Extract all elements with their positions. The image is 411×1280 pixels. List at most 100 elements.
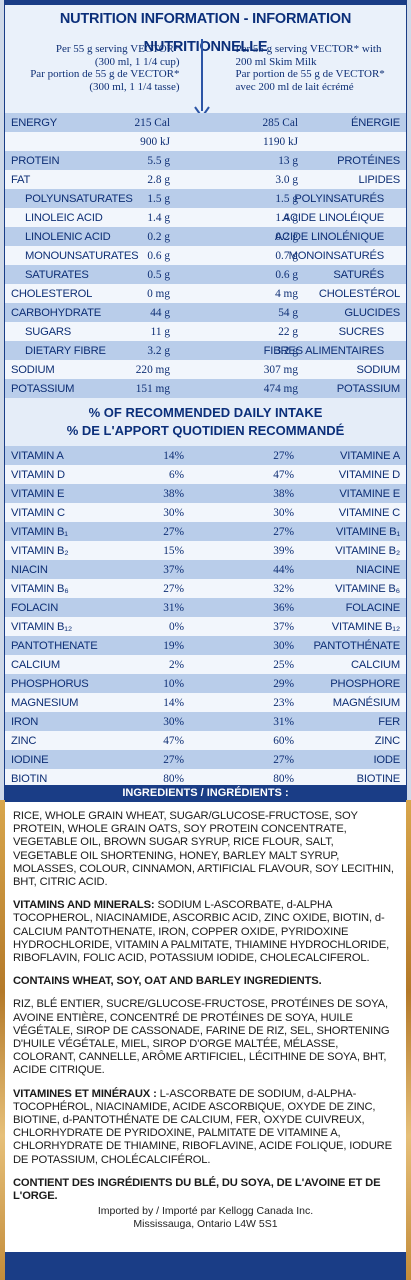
row-label-en: MAGNESIUM: [11, 696, 79, 709]
row-value-with-milk: 30%: [273, 506, 294, 519]
ingredients-heading: INGREDIENTS / INGRÉDIENTS :: [5, 785, 406, 802]
table-row: IODINE 27% 27% IODE: [5, 750, 406, 769]
row-value-cereal: 37%: [163, 563, 184, 576]
row-label-fr: ACIDE LINOLÉIQUE: [282, 211, 384, 224]
vitamins-en-label: VITAMINS AND MINERALS:: [13, 899, 155, 912]
row-label-en: DIETARY FIBRE: [25, 344, 106, 357]
row-label-en: VITAMIN D: [11, 468, 65, 481]
row-label-en: VITAMIN E: [11, 487, 65, 500]
package-edge-right: [407, 0, 411, 1280]
row-label-en: POTASSIUM: [11, 382, 75, 395]
row-label-fr: MAGNÉSIUM: [332, 696, 400, 709]
row-value-cereal: 80%: [163, 772, 184, 785]
row-value-cereal: 11 g: [150, 325, 170, 338]
table-row: LINOLENIC ACID 0.2 g 0.2 g ACIDE LINOLÉNIQU…: [5, 227, 406, 246]
row-value-with-milk: 47%: [273, 468, 294, 481]
row-value-with-milk: 474 mg: [263, 382, 298, 395]
row-value-with-milk: 1190 kJ: [262, 135, 298, 148]
table-row: VITAMIN B₁₂ 0% 37% VITAMINE B₁₂: [5, 617, 406, 636]
table-row: MONOUNSATURATES 0.6 g 0.7 g MONOINSATURÉS: [5, 246, 406, 265]
row-label-en: ENERGY: [11, 116, 58, 129]
serving-left: Per 55 g serving VECTOR* (300 ml, 1 1/4 …: [5, 33, 206, 113]
row-value-with-milk: 31%: [273, 715, 294, 728]
nutrient-table: ENERGY 215 Cal 285 Cal ÉNERGIE 900 kJ 1190 kJ…: [5, 113, 406, 398]
row-label-en: VITAMIN B₆: [11, 582, 69, 595]
row-label-en: PANTOTHENATE: [11, 639, 98, 652]
row-label-fr: VITAMINE C: [338, 506, 400, 519]
table-row: DIETARY FIBRE 3.2 g 3.2 g FIBRES ALIMENTAIR…: [5, 341, 406, 360]
row-label-fr: MONOINSATURÉS: [288, 249, 385, 262]
table-row: PROTEIN 5.5 g 13 g PROTÉINES: [5, 151, 406, 170]
package-edge-left: [0, 0, 4, 1280]
row-label-fr: SODIUM: [356, 363, 400, 376]
row-label-en: CHOLESTEROL: [11, 287, 93, 300]
row-value-with-milk: 80%: [273, 772, 294, 785]
row-label-fr: GLUCIDES: [344, 306, 400, 319]
row-value-with-milk: 44%: [273, 563, 294, 576]
row-label-en: ZINC: [11, 734, 37, 747]
contains-fr-text: CONTIENT DES INGRÉDIENTS DU BLÉ, DU SOYA…: [13, 1176, 381, 1203]
row-label-fr: PHOSPHORE: [330, 677, 400, 690]
ingredients-box: RICE, WHOLE GRAIN WHEAT, SUGAR/GLUCOSE-F…: [5, 802, 406, 1252]
table-row: LINOLEIC ACID 1.4 g 1.4 g ACIDE LINOLÉIQUE: [5, 208, 406, 227]
row-value-with-milk: 36%: [273, 601, 294, 614]
row-label-fr: FER: [378, 715, 400, 728]
row-label-fr: ÉNERGIE: [351, 116, 400, 129]
table-row: CALCIUM 2% 25% CALCIUM: [5, 655, 406, 674]
row-value-cereal: 27%: [163, 753, 184, 766]
row-value-with-milk: 1.4 g: [275, 211, 298, 224]
row-value-with-milk: 25%: [273, 658, 294, 671]
row-value-cereal: 2%: [168, 658, 184, 671]
row-label-fr: VITAMINE B₁: [335, 525, 400, 538]
importer-address: Mississauga, Ontario L4W 5S1: [133, 1218, 278, 1230]
row-value-with-milk: 54 g: [278, 306, 298, 319]
row-label-en: CALCIUM: [11, 658, 60, 671]
serving-left-line: (300 ml, 1 1/4 cup): [94, 55, 180, 68]
row-label-en: PROTEIN: [11, 154, 60, 167]
row-value-with-milk: 22 g: [278, 325, 298, 338]
row-label-fr: POLYINSATURÉS: [294, 192, 384, 205]
row-label-en: LINOLENIC ACID: [25, 230, 111, 243]
table-row: VITAMIN B₂ 15% 39% VITAMINE B₂: [5, 541, 406, 560]
row-value-with-milk: 4 mg: [275, 287, 298, 300]
table-row: SODIUM 220 mg 307 mg SODIUM: [5, 360, 406, 379]
row-value-cereal: 27%: [163, 525, 184, 538]
row-value-cereal: 2.8 g: [147, 173, 170, 186]
ingredients-fr: RIZ, BLÉ ENTIER, SUCRE/GLUCOSE-FRUCTOSE,…: [13, 998, 390, 1077]
contains-en-text: CONTAINS WHEAT, SOY, OAT AND BARLEY INGR…: [13, 975, 322, 988]
cereal-photo-strip-left: [0, 800, 5, 1280]
row-label-fr: VITAMINE B₂: [335, 544, 400, 557]
table-row: VITAMIN D 6% 47% VITAMINE D: [5, 465, 406, 484]
row-value-cereal: 215 Cal: [134, 116, 170, 129]
row-label-en: BIOTIN: [11, 772, 48, 785]
serving-left-line: Per 55 g serving VECTOR*: [55, 43, 180, 55]
table-row: PHOSPHORUS 10% 29% PHOSPHORE: [5, 674, 406, 693]
table-row: FOLACIN 31% 36% FOLACINE: [5, 598, 406, 617]
rdi-heading-fr: % DE L'APPORT QUOTIDIEN RECOMMANDÉ: [66, 423, 345, 438]
row-label-en: IRON: [11, 715, 39, 728]
rdi-heading-en: % OF RECOMMENDED DAILY INTAKE: [88, 405, 323, 420]
table-row: ENERGY 215 Cal 285 Cal ÉNERGIE: [5, 113, 406, 132]
row-value-with-milk: 13 g: [278, 154, 298, 167]
row-label-en: VITAMIN B₂: [11, 544, 69, 557]
row-value-cereal: 1.4 g: [147, 211, 170, 224]
row-value-with-milk: 23%: [273, 696, 294, 709]
row-label-fr: CHOLESTÉROL: [318, 287, 400, 300]
vitamins-minerals-fr: VITAMINES ET MINÉRAUX : L-ASCORBATE DE S…: [13, 1088, 398, 1167]
importer-info: Imported by / Importé par Kellogg Canada…: [5, 1205, 406, 1231]
vitamins-fr-text: L-ASCORBATE DE SODIUM, d-ALPHA-TOCOPHÉRO…: [13, 1087, 392, 1166]
row-value-cereal: 1.5 g: [147, 192, 170, 205]
nutrition-panel: NUTRITION INFORMATION - INFORMATION NUTR…: [5, 5, 406, 826]
row-label-fr: VITAMINE E: [339, 487, 400, 500]
serving-header: Per 55 g serving VECTOR* (300 ml, 1 1/4 …: [5, 33, 406, 119]
row-value-cereal: 0.2 g: [147, 230, 170, 243]
row-value-with-milk: 32%: [273, 582, 294, 595]
table-row: CARBOHYDRATE 44 g 54 g GLUCIDES: [5, 303, 406, 322]
row-value-with-milk: 30%: [273, 639, 294, 652]
importer-line: Imported by / Importé par Kellogg Canada…: [97, 1205, 314, 1217]
row-label-fr: PANTOTHÉNATE: [313, 639, 401, 652]
row-label-en: VITAMIN C: [11, 506, 65, 519]
row-label-fr: SATURÉS: [333, 268, 384, 281]
row-value-cereal: 38%: [163, 487, 184, 500]
row-value-cereal: 27%: [163, 582, 184, 595]
